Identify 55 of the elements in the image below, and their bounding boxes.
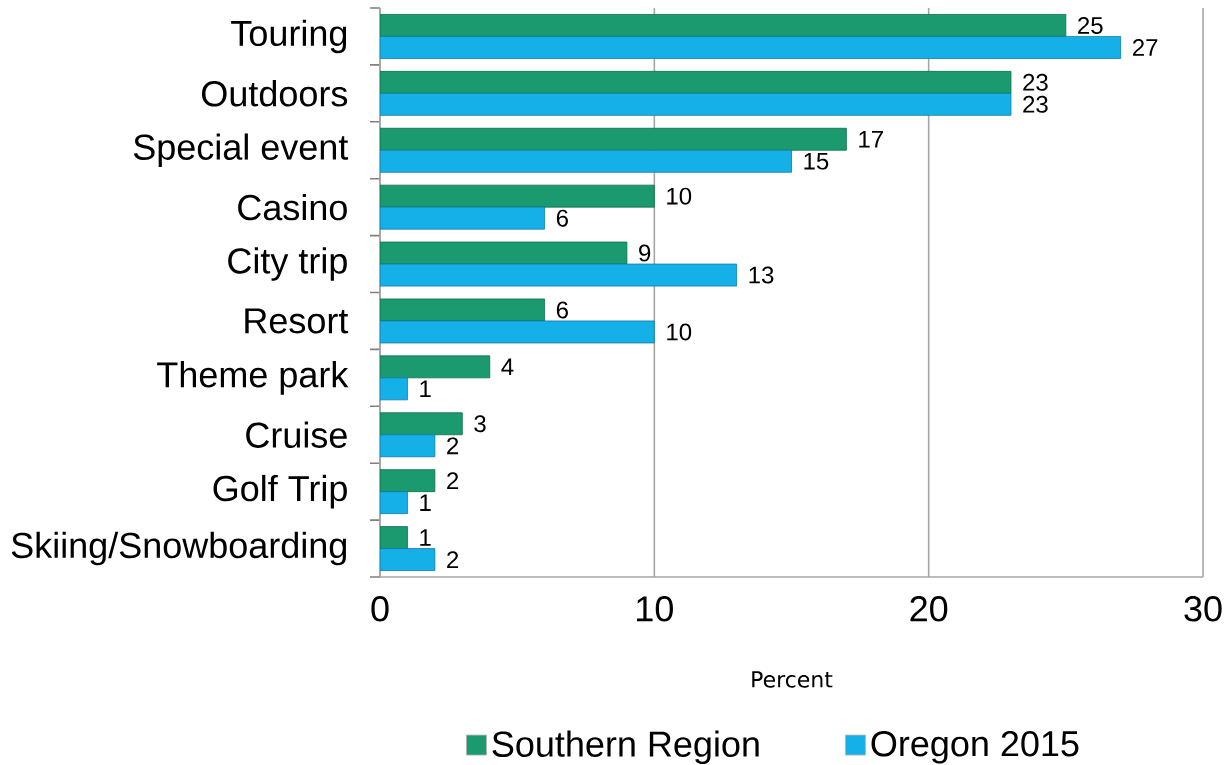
y-tick-label: City trip [228,247,347,281]
y-tick-label: Touring [231,19,347,54]
bar [380,548,436,571]
data-label: 1 [420,380,431,398]
data-label: 1 [420,529,431,546]
bar [380,526,408,549]
x-tick-label: 30 [1184,596,1222,622]
bar [380,92,1012,116]
bar [380,149,792,173]
data-label: 13 [749,266,774,284]
y-tick-label: Special event [133,133,349,168]
data-label: 1 [420,494,431,511]
data-label: 6 [556,301,568,319]
data-label: 2 [447,437,459,455]
bar [380,320,655,344]
bar [380,263,738,287]
y-tick-label: Golf Trip [213,474,347,509]
y-tick-label: Casino [238,193,347,221]
bar [380,184,655,208]
bar [380,127,847,151]
y-tick-label: Resort [245,308,349,334]
bar [380,241,628,265]
y-tick-label: Cruise [246,421,347,448]
data-label: 23 [1023,73,1048,91]
data-label: 23 [1023,95,1048,113]
bar [380,298,545,322]
y-tick-label: Theme park [157,361,349,395]
y-tick-label: Skiing/Snowboarding [11,531,346,566]
x-tick-label: 20 [910,596,948,622]
bar [380,206,545,230]
data-label: 10 [667,187,692,205]
bar [380,469,436,493]
data-label: 17 [859,131,883,148]
legend-label: Southern Region [492,730,759,765]
x-tick-label: 0 [371,596,389,622]
legend-label: Oregon 2015 [871,730,1079,764]
data-label: 9 [639,244,651,262]
data-label: 4 [501,358,514,376]
x-tick-label: 10 [637,596,673,622]
bar [380,434,436,458]
y-tick-label: Outdoors [202,80,348,107]
data-label: 27 [1132,39,1158,56]
bar [380,36,1122,59]
data-label: 2 [447,472,459,490]
data-label: 3 [474,415,486,433]
data-label: 15 [804,152,829,170]
bar [380,412,463,436]
data-label: 10 [667,323,692,341]
bar [380,491,408,515]
data-label: 2 [447,551,459,568]
data-label: 25 [1078,16,1103,34]
data-label: 6 [556,209,568,227]
bar [380,70,1012,94]
x-axis-title: Percent [752,671,833,688]
bar [380,14,1067,37]
